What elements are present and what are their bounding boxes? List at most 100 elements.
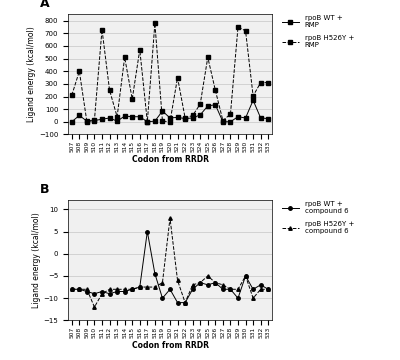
rpoB WT +
compound 6 xyxy=(84,289,89,294)
rpoB WT +
compound 6 xyxy=(258,283,263,287)
Line: rpoB H526Y +
compound 6: rpoB H526Y + compound 6 xyxy=(70,216,270,309)
rpoB H526Y +
compound 6 xyxy=(168,216,172,220)
rpoB H526Y +
RMP xyxy=(130,97,135,101)
rpoB WT +
compound 6 xyxy=(92,292,97,296)
rpoB WT +
compound 6 xyxy=(160,296,165,300)
rpoB WT +
compound 6 xyxy=(152,271,157,276)
rpoB H526Y +
compound 6 xyxy=(130,287,135,292)
rpoB H526Y +
RMP xyxy=(115,114,120,119)
rpoB WT +
compound 6 xyxy=(190,287,195,292)
rpoB WT +
compound 6 xyxy=(228,287,233,292)
rpoB H526Y +
RMP xyxy=(258,80,263,85)
rpoB H526Y +
compound 6 xyxy=(266,287,271,292)
rpoB WT +
RMP xyxy=(100,117,104,121)
rpoB H526Y +
RMP xyxy=(183,116,188,120)
rpoB H526Y +
RMP xyxy=(84,120,89,124)
rpoB WT +
compound 6 xyxy=(107,292,112,296)
rpoB H526Y +
RMP xyxy=(145,120,150,124)
Text: A: A xyxy=(40,0,49,10)
rpoB WT +
RMP xyxy=(243,116,248,120)
rpoB H526Y +
RMP xyxy=(213,88,218,93)
X-axis label: Codon from RRDR: Codon from RRDR xyxy=(132,341,208,350)
rpoB H526Y +
RMP xyxy=(205,55,210,59)
rpoB WT +
RMP xyxy=(213,103,218,107)
rpoB H526Y +
compound 6 xyxy=(152,285,157,289)
rpoB WT +
RMP xyxy=(175,115,180,120)
rpoB WT +
RMP xyxy=(137,114,142,119)
rpoB WT +
RMP xyxy=(258,116,263,120)
rpoB H526Y +
compound 6 xyxy=(243,274,248,278)
rpoB H526Y +
compound 6 xyxy=(100,292,104,296)
rpoB WT +
RMP xyxy=(130,114,135,119)
rpoB H526Y +
compound 6 xyxy=(205,274,210,278)
rpoB WT +
RMP xyxy=(236,114,240,119)
rpoB H526Y +
compound 6 xyxy=(84,287,89,292)
rpoB WT +
RMP xyxy=(198,113,203,117)
rpoB WT +
compound 6 xyxy=(168,287,172,292)
X-axis label: Codon from RRDR: Codon from RRDR xyxy=(132,155,208,164)
rpoB H526Y +
compound 6 xyxy=(115,287,120,292)
rpoB H526Y +
compound 6 xyxy=(190,283,195,287)
rpoB H526Y +
compound 6 xyxy=(122,287,127,292)
rpoB H526Y +
compound 6 xyxy=(69,287,74,292)
rpoB WT +
RMP xyxy=(84,119,89,123)
Y-axis label: Ligand energy (kcal/mol): Ligand energy (kcal/mol) xyxy=(32,212,41,308)
rpoB WT +
compound 6 xyxy=(213,280,218,285)
Line: rpoB WT +
RMP: rpoB WT + RMP xyxy=(70,99,270,123)
rpoB WT +
compound 6 xyxy=(205,283,210,287)
rpoB WT +
compound 6 xyxy=(137,285,142,289)
rpoB WT +
compound 6 xyxy=(115,289,120,294)
rpoB H526Y +
compound 6 xyxy=(198,280,203,285)
rpoB WT +
RMP xyxy=(77,113,82,118)
rpoB H526Y +
compound 6 xyxy=(213,280,218,285)
rpoB H526Y +
compound 6 xyxy=(107,287,112,292)
rpoB H526Y +
RMP xyxy=(100,27,104,32)
rpoB H526Y +
RMP xyxy=(92,118,97,122)
Legend: rpoB WT +
RMP, rpoB H526Y +
RMP: rpoB WT + RMP, rpoB H526Y + RMP xyxy=(282,15,354,48)
rpoB WT +
RMP xyxy=(160,109,165,113)
rpoB WT +
RMP xyxy=(69,120,74,124)
Legend: rpoB WT +
compound 6, rpoB H526Y +
compound 6: rpoB WT + compound 6, rpoB H526Y + compo… xyxy=(282,202,354,234)
rpoB H526Y +
compound 6 xyxy=(77,287,82,292)
rpoB H526Y +
RMP xyxy=(243,29,248,33)
rpoB H526Y +
RMP xyxy=(236,25,240,29)
rpoB H526Y +
compound 6 xyxy=(175,278,180,283)
rpoB H526Y +
RMP xyxy=(220,118,225,123)
rpoB WT +
compound 6 xyxy=(251,287,256,292)
rpoB WT +
RMP xyxy=(115,119,120,123)
rpoB WT +
compound 6 xyxy=(236,296,240,300)
rpoB WT +
RMP xyxy=(145,120,150,124)
rpoB H526Y +
RMP xyxy=(168,120,172,124)
rpoB WT +
compound 6 xyxy=(266,287,271,292)
rpoB H526Y +
compound 6 xyxy=(92,305,97,309)
rpoB WT +
RMP xyxy=(122,114,127,118)
rpoB H526Y +
compound 6 xyxy=(236,287,240,292)
rpoB H526Y +
RMP xyxy=(228,112,233,116)
rpoB H526Y +
RMP xyxy=(198,102,203,106)
rpoB H526Y +
compound 6 xyxy=(220,283,225,287)
Y-axis label: Ligand energy (kcal/mol): Ligand energy (kcal/mol) xyxy=(27,27,36,122)
rpoB WT +
compound 6 xyxy=(145,229,150,234)
rpoB WT +
compound 6 xyxy=(130,287,135,292)
Line: rpoB H526Y +
RMP: rpoB H526Y + RMP xyxy=(70,22,270,123)
rpoB WT +
RMP xyxy=(220,120,225,124)
rpoB WT +
RMP xyxy=(190,116,195,120)
rpoB WT +
compound 6 xyxy=(100,289,104,294)
rpoB H526Y +
RMP xyxy=(251,94,256,98)
rpoB H526Y +
compound 6 xyxy=(228,287,233,292)
rpoB WT +
RMP xyxy=(205,104,210,108)
rpoB WT +
compound 6 xyxy=(243,274,248,278)
rpoB H526Y +
RMP xyxy=(175,75,180,80)
rpoB H526Y +
compound 6 xyxy=(137,285,142,289)
rpoB H526Y +
RMP xyxy=(266,80,271,85)
rpoB H526Y +
RMP xyxy=(152,21,157,26)
rpoB H526Y +
RMP xyxy=(69,93,74,98)
rpoB WT +
RMP xyxy=(168,116,172,120)
rpoB H526Y +
RMP xyxy=(77,69,82,73)
rpoB WT +
RMP xyxy=(266,116,271,121)
rpoB H526Y +
RMP xyxy=(160,119,165,123)
rpoB WT +
compound 6 xyxy=(198,280,203,285)
rpoB WT +
compound 6 xyxy=(183,301,188,305)
rpoB WT +
compound 6 xyxy=(69,287,74,292)
rpoB H526Y +
compound 6 xyxy=(183,301,188,305)
